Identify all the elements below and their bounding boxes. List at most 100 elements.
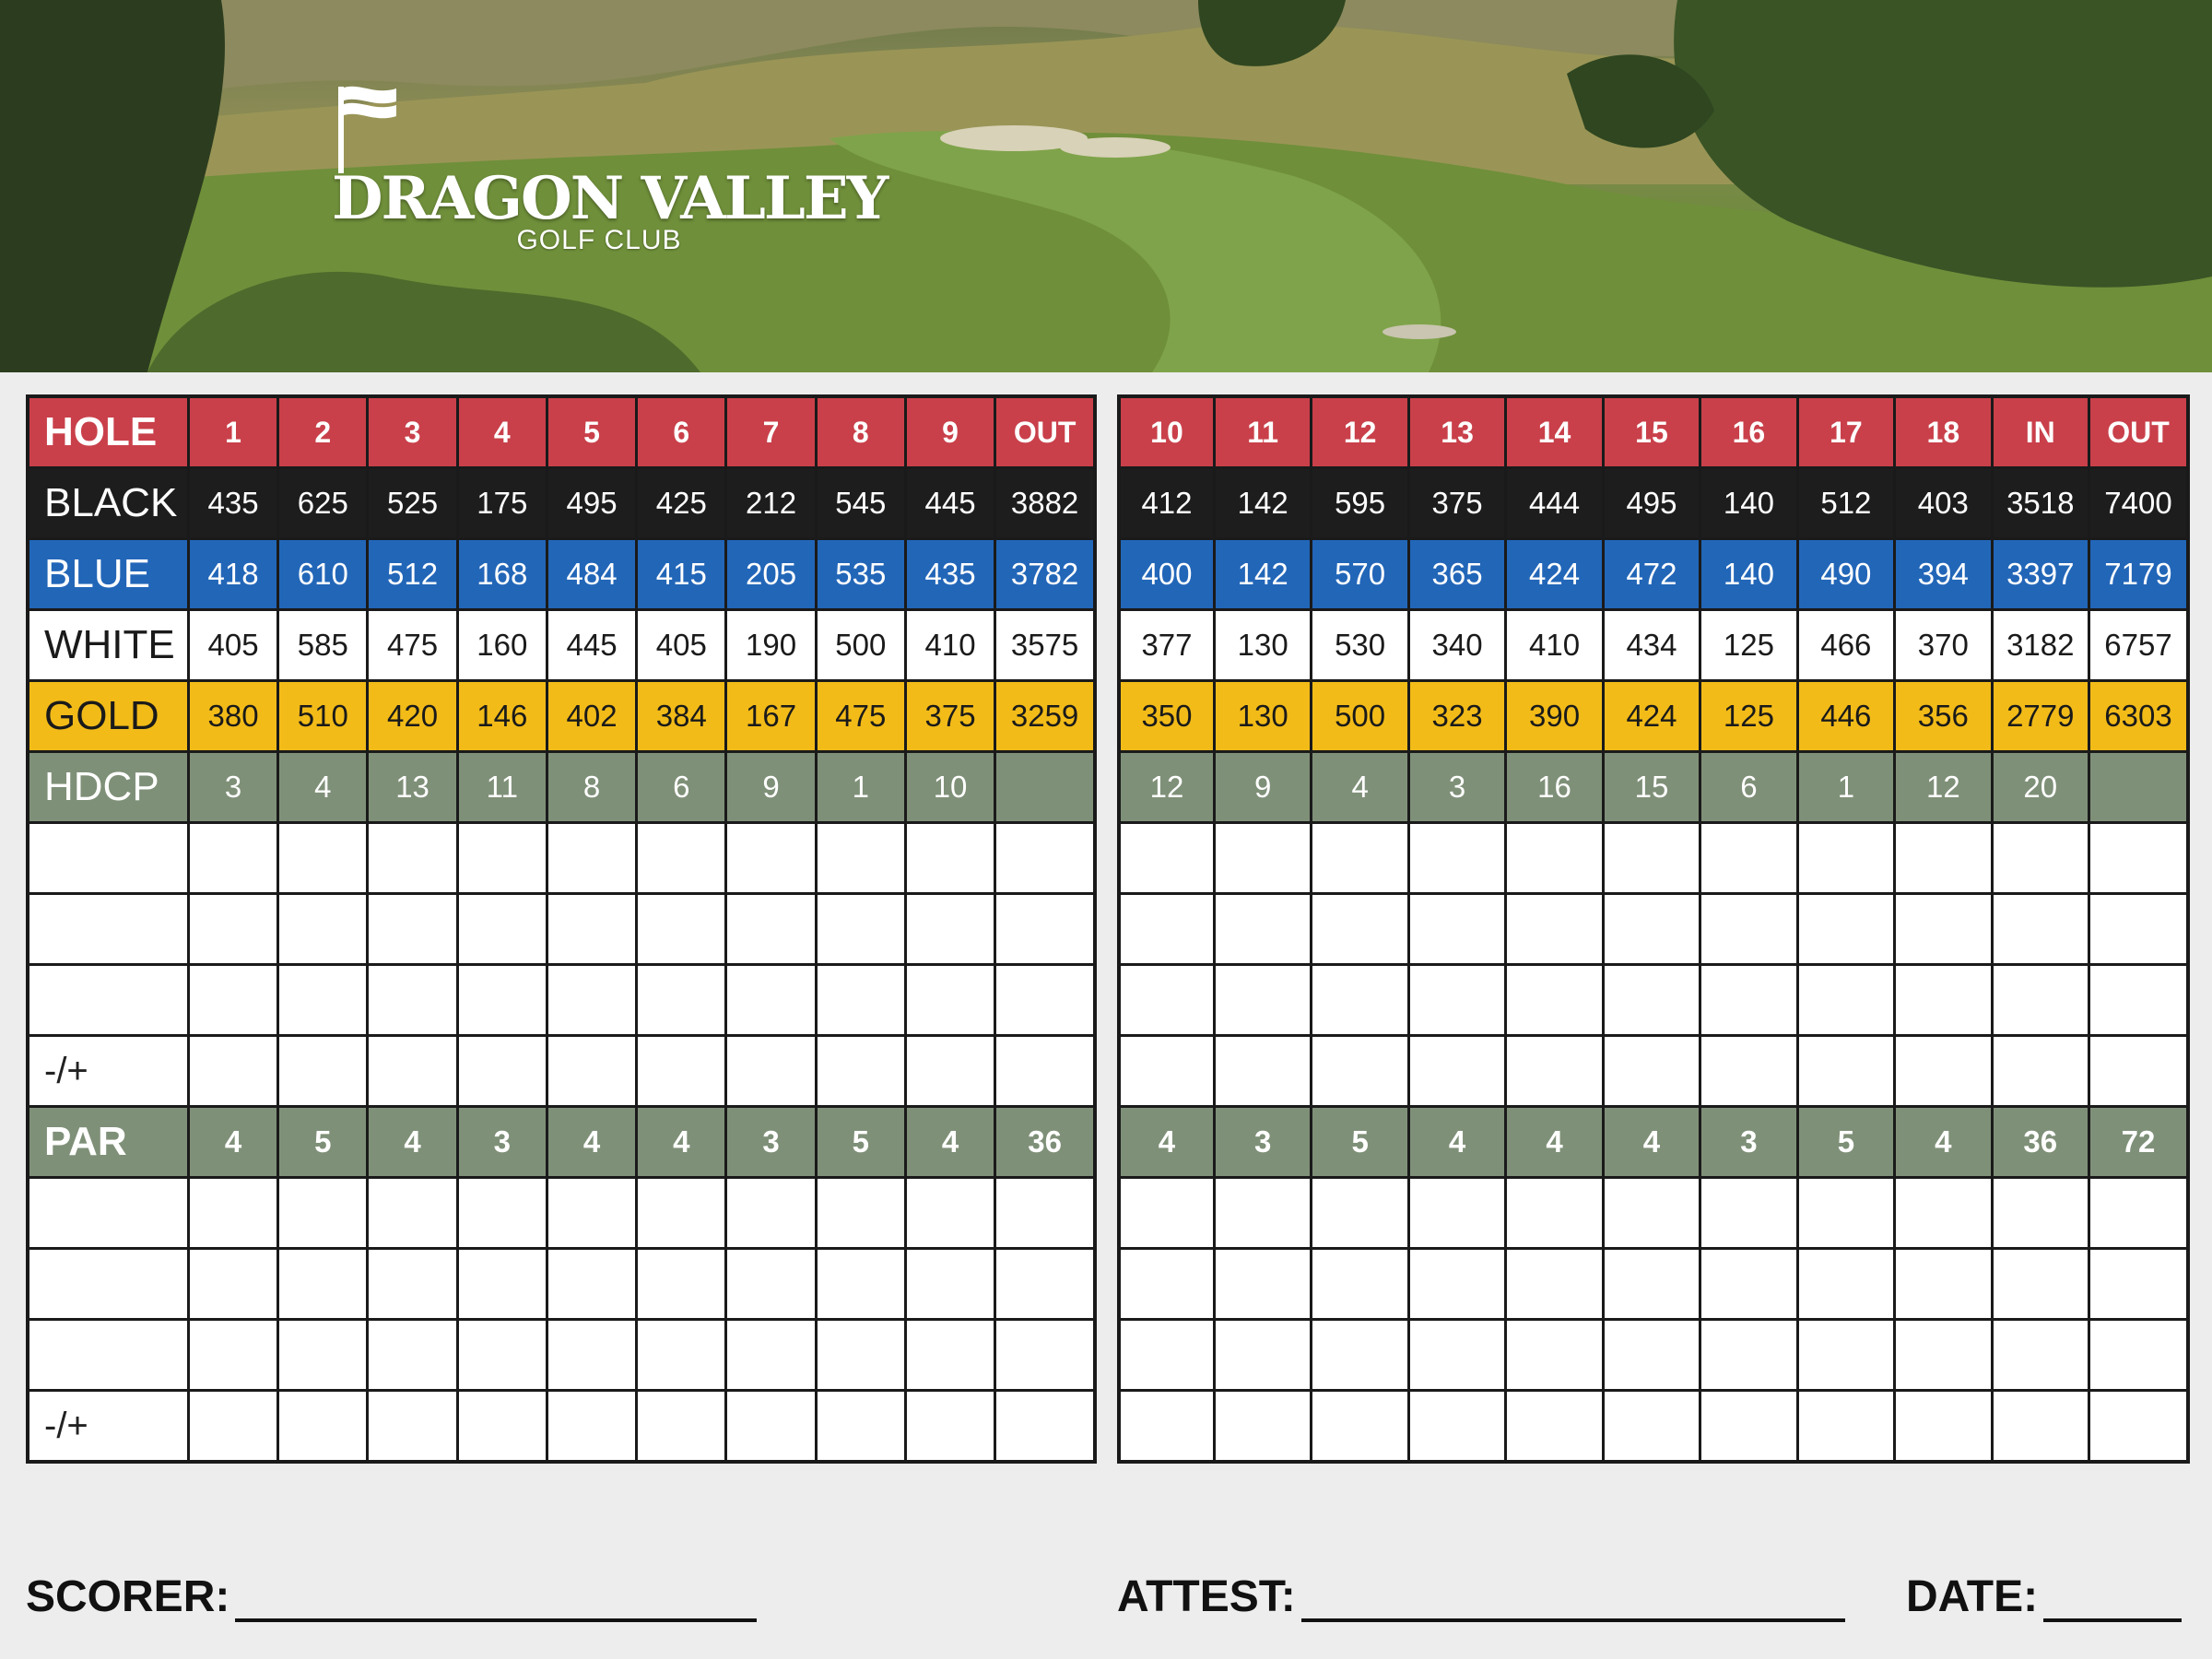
score-entry-cell[interactable] bbox=[2088, 1034, 2190, 1108]
score-entry-cell[interactable] bbox=[1795, 1176, 1897, 1250]
score-entry-cell[interactable] bbox=[1504, 963, 1605, 1037]
score-entry-cell[interactable] bbox=[186, 963, 280, 1037]
score-entry-cell[interactable] bbox=[545, 1034, 639, 1108]
score-entry-cell[interactable] bbox=[1699, 1318, 1799, 1392]
score-entry-cell[interactable] bbox=[1699, 821, 1799, 895]
score-entry-cell[interactable] bbox=[1893, 1389, 1994, 1464]
score-entry-cell[interactable] bbox=[903, 1389, 997, 1464]
score-entry-cell[interactable] bbox=[1310, 821, 1410, 895]
score-entry-cell[interactable] bbox=[545, 1247, 639, 1321]
score-entry-cell[interactable] bbox=[1990, 1247, 2091, 1321]
score-entry-cell[interactable] bbox=[1212, 1034, 1313, 1108]
score-entry-cell[interactable] bbox=[1795, 821, 1897, 895]
score-entry-cell[interactable] bbox=[994, 1034, 1097, 1108]
score-entry-cell[interactable] bbox=[635, 892, 728, 966]
score-entry-cell[interactable] bbox=[1310, 1034, 1410, 1108]
score-entry-cell[interactable] bbox=[366, 1034, 459, 1108]
score-entry-cell[interactable] bbox=[1117, 1176, 1216, 1250]
score-entry-cell[interactable] bbox=[455, 892, 548, 966]
score-entry-cell[interactable] bbox=[276, 1176, 370, 1250]
score-entry-cell[interactable] bbox=[2088, 821, 2190, 895]
score-entry-cell[interactable] bbox=[1699, 1176, 1799, 1250]
score-entry-cell[interactable] bbox=[814, 1318, 907, 1392]
score-entry-cell[interactable] bbox=[545, 963, 639, 1037]
score-entry-cell[interactable] bbox=[366, 1389, 459, 1464]
score-entry-cell[interactable] bbox=[814, 1176, 907, 1250]
score-entry-cell[interactable] bbox=[814, 892, 907, 966]
score-entry-cell[interactable] bbox=[1117, 1247, 1216, 1321]
date-line[interactable] bbox=[2043, 1578, 2183, 1622]
score-entry-cell[interactable] bbox=[1504, 821, 1605, 895]
score-entry-cell[interactable] bbox=[1893, 1247, 1994, 1321]
score-entry-cell[interactable] bbox=[724, 1034, 818, 1108]
score-entry-cell[interactable] bbox=[635, 1318, 728, 1392]
score-entry-cell[interactable] bbox=[1117, 963, 1216, 1037]
score-entry-cell[interactable] bbox=[1795, 1247, 1897, 1321]
score-entry-cell[interactable] bbox=[635, 1389, 728, 1464]
score-entry-cell[interactable] bbox=[1212, 963, 1313, 1037]
score-entry-cell[interactable] bbox=[994, 1318, 1097, 1392]
score-entry-cell[interactable] bbox=[276, 892, 370, 966]
score-entry-cell[interactable] bbox=[994, 892, 1097, 966]
attest-line[interactable] bbox=[1300, 1578, 1845, 1622]
score-entry-cell[interactable] bbox=[1117, 1318, 1216, 1392]
score-entry-cell[interactable] bbox=[545, 892, 639, 966]
score-entry-cell[interactable] bbox=[903, 1318, 997, 1392]
score-entry-cell[interactable] bbox=[635, 1247, 728, 1321]
score-entry-cell[interactable] bbox=[2088, 963, 2190, 1037]
score-entry-cell[interactable] bbox=[2088, 1318, 2190, 1392]
score-entry-cell[interactable] bbox=[1406, 1034, 1508, 1108]
score-entry-cell[interactable] bbox=[1795, 892, 1897, 966]
score-entry-cell[interactable] bbox=[545, 1389, 639, 1464]
score-entry-cell[interactable] bbox=[186, 1247, 280, 1321]
score-entry-cell[interactable] bbox=[2088, 892, 2190, 966]
score-entry-cell[interactable] bbox=[1406, 821, 1508, 895]
score-entry-cell[interactable] bbox=[366, 1247, 459, 1321]
score-entry-cell[interactable] bbox=[455, 1247, 548, 1321]
score-entry-cell[interactable] bbox=[1504, 1034, 1605, 1108]
score-entry-cell[interactable] bbox=[455, 1318, 548, 1392]
score-entry-cell[interactable] bbox=[814, 1034, 907, 1108]
score-entry-cell[interactable] bbox=[186, 1034, 280, 1108]
score-entry-cell[interactable] bbox=[1601, 892, 1702, 966]
score-entry-cell[interactable] bbox=[455, 1389, 548, 1464]
score-entry-cell[interactable] bbox=[1795, 963, 1897, 1037]
score-entry-cell[interactable] bbox=[1504, 892, 1605, 966]
score-entry-cell[interactable] bbox=[994, 963, 1097, 1037]
score-entry-cell[interactable] bbox=[1795, 1318, 1897, 1392]
scorer-line[interactable] bbox=[235, 1578, 758, 1622]
score-entry-cell[interactable] bbox=[1310, 1247, 1410, 1321]
score-entry-cell[interactable] bbox=[724, 1247, 818, 1321]
score-entry-cell[interactable] bbox=[814, 821, 907, 895]
score-entry-cell[interactable] bbox=[1893, 1034, 1994, 1108]
score-entry-cell[interactable] bbox=[1504, 1247, 1605, 1321]
score-entry-cell[interactable] bbox=[635, 963, 728, 1037]
score-entry-cell[interactable] bbox=[366, 1176, 459, 1250]
score-entry-cell[interactable] bbox=[1601, 1034, 1702, 1108]
score-entry-cell[interactable] bbox=[276, 1034, 370, 1108]
score-entry-cell[interactable] bbox=[276, 1389, 370, 1464]
score-entry-cell[interactable] bbox=[724, 1389, 818, 1464]
score-entry-cell[interactable] bbox=[1893, 892, 1994, 966]
date-field[interactable]: DATE: bbox=[1906, 1567, 2183, 1622]
score-entry-cell[interactable] bbox=[1310, 1389, 1410, 1464]
score-entry-cell[interactable] bbox=[545, 1176, 639, 1250]
score-entry-cell[interactable] bbox=[1795, 1034, 1897, 1108]
score-entry-cell[interactable] bbox=[1893, 963, 1994, 1037]
score-entry-cell[interactable] bbox=[276, 821, 370, 895]
score-entry-cell[interactable] bbox=[635, 1176, 728, 1250]
score-entry-cell[interactable] bbox=[1117, 1389, 1216, 1464]
score-entry-cell[interactable] bbox=[276, 1247, 370, 1321]
score-entry-cell[interactable] bbox=[1406, 963, 1508, 1037]
score-entry-cell[interactable] bbox=[1310, 963, 1410, 1037]
score-entry-cell[interactable] bbox=[1212, 1176, 1313, 1250]
attest-field[interactable]: ATTEST: bbox=[1117, 1567, 1845, 1622]
score-entry-cell[interactable] bbox=[276, 963, 370, 1037]
score-entry-cell[interactable] bbox=[455, 1176, 548, 1250]
score-entry-cell[interactable] bbox=[1406, 1389, 1508, 1464]
score-entry-cell[interactable] bbox=[186, 821, 280, 895]
score-entry-cell[interactable] bbox=[1601, 963, 1702, 1037]
score-entry-cell[interactable] bbox=[1406, 1176, 1508, 1250]
score-entry-cell[interactable] bbox=[1212, 1389, 1313, 1464]
score-entry-cell[interactable] bbox=[814, 963, 907, 1037]
